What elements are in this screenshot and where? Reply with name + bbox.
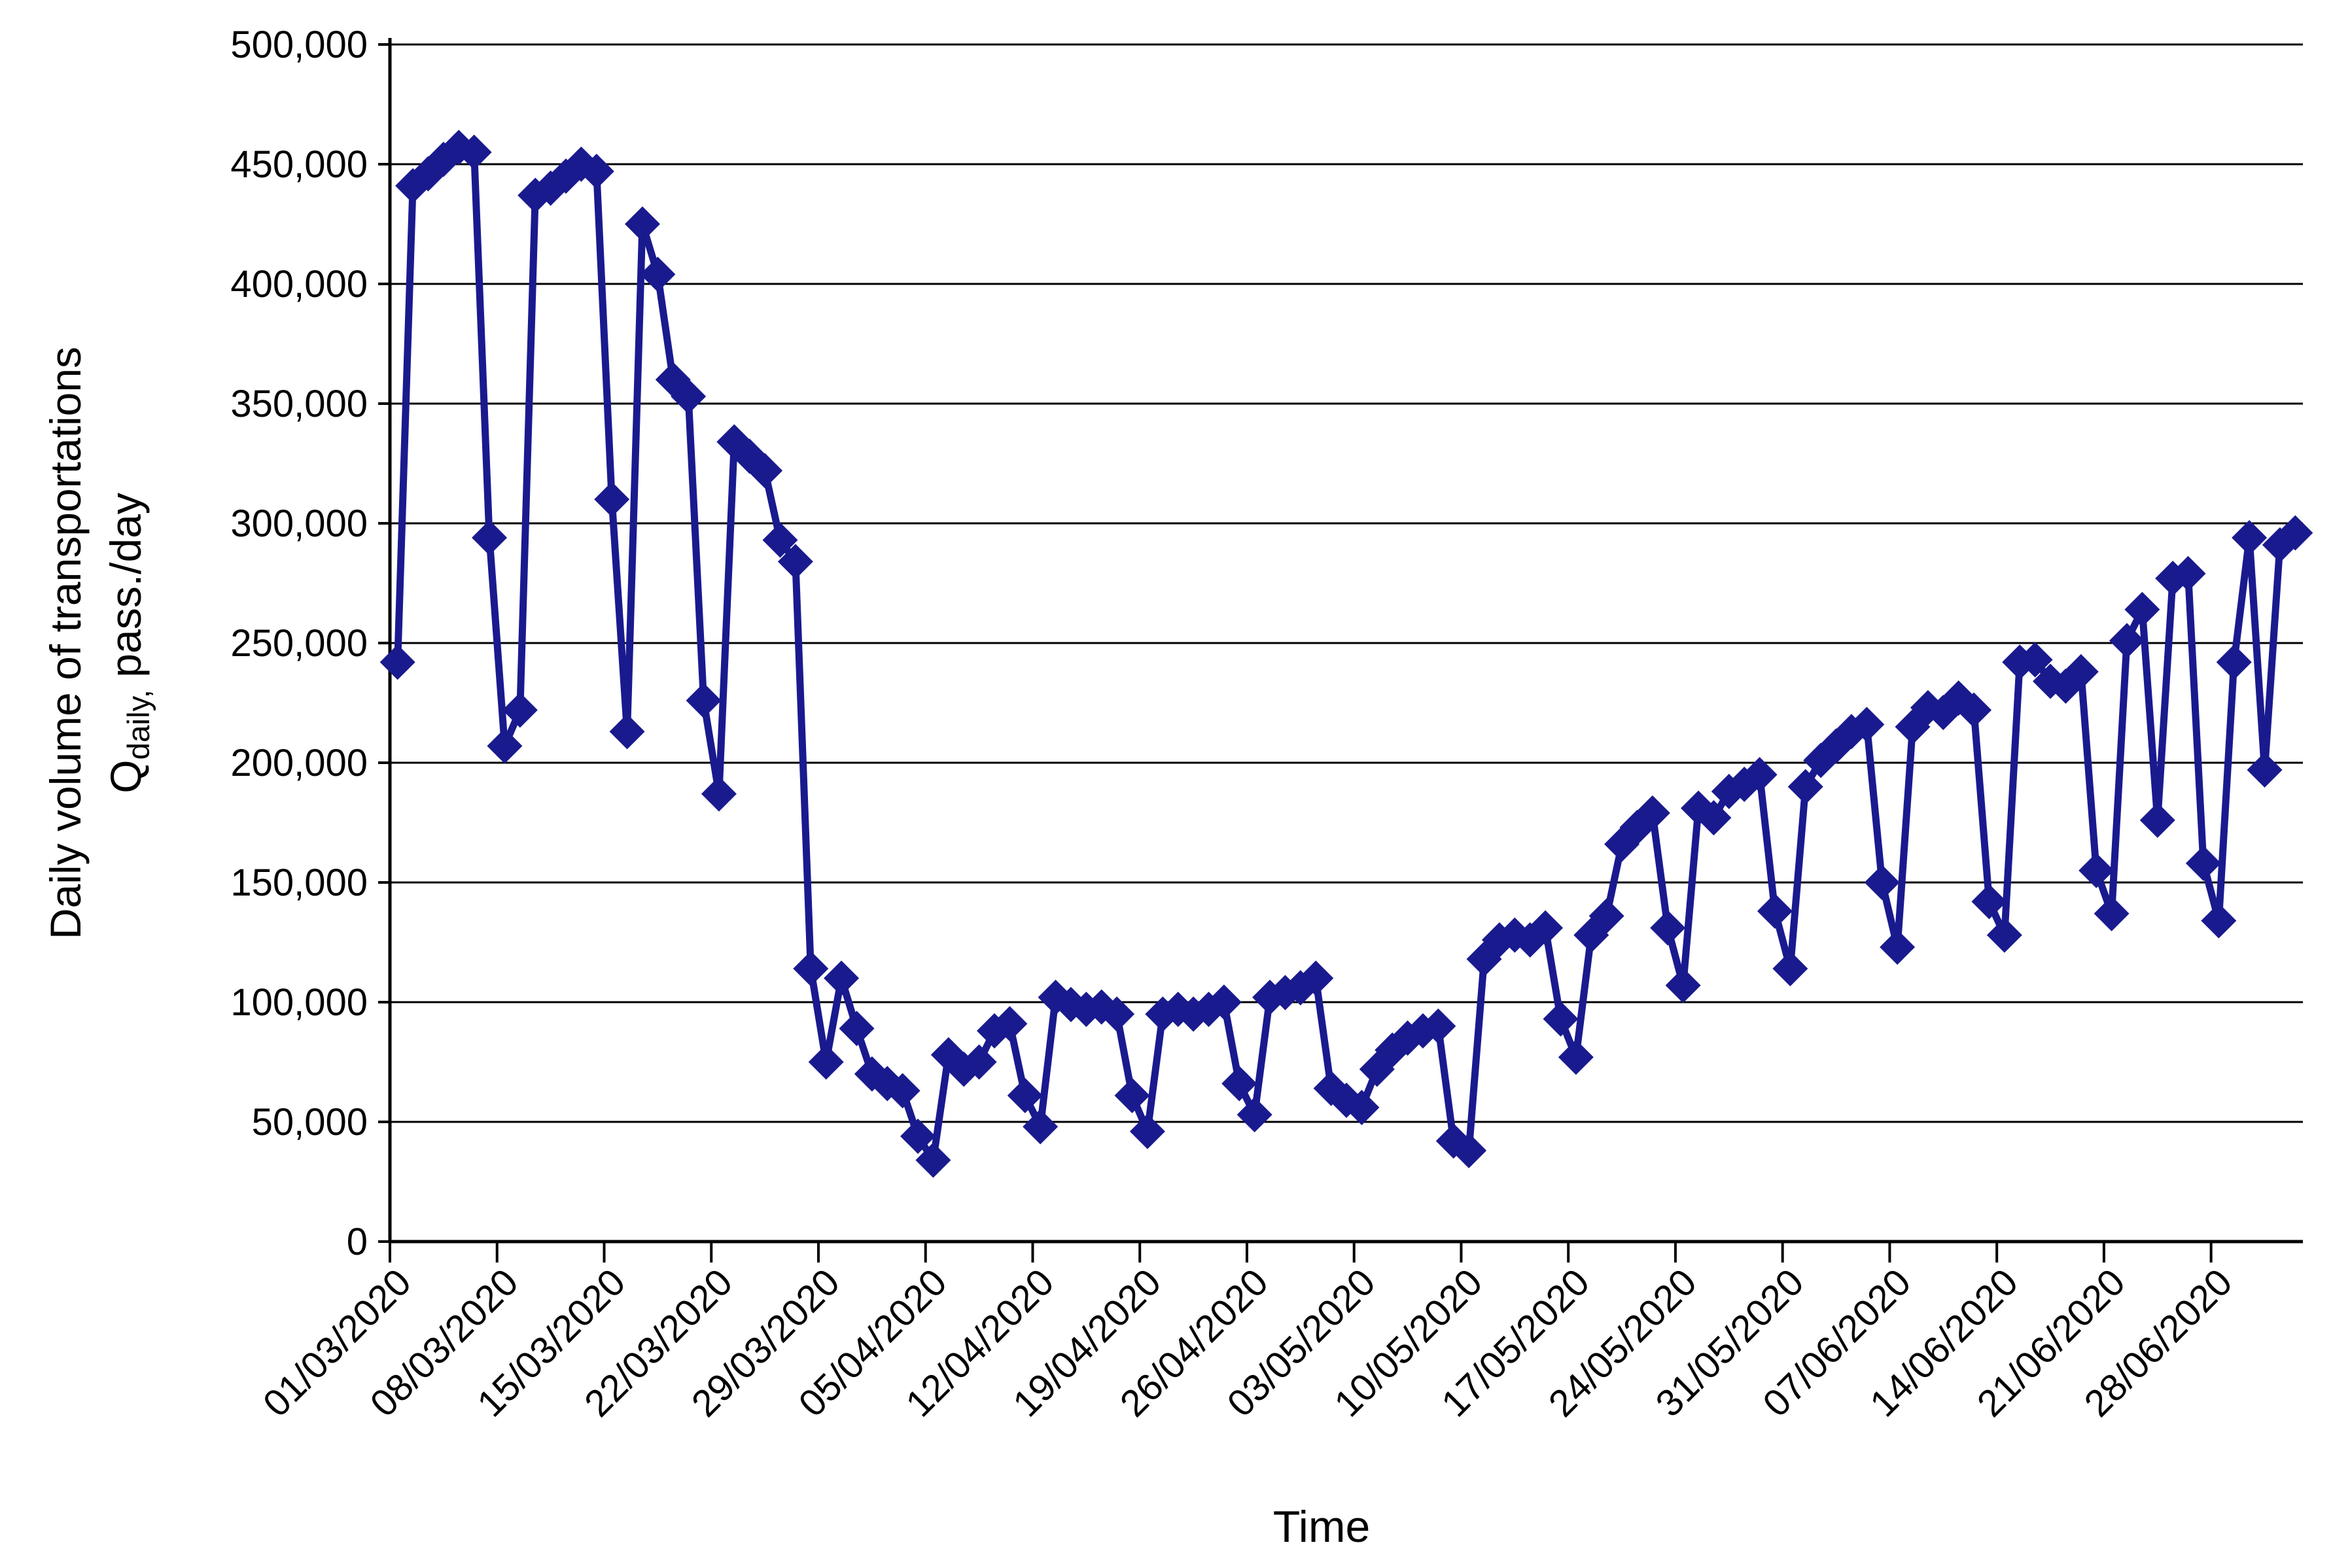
x-axis-title: Time <box>1272 1502 1371 1552</box>
data-point-marker <box>2232 519 2268 555</box>
data-point-marker <box>747 453 783 489</box>
data-point-marker <box>2109 623 2145 659</box>
data-point-marker <box>1880 929 1916 965</box>
y-axis-title: Daily volume of transportations Qdaily, … <box>35 347 161 939</box>
data-point-marker <box>900 1118 936 1154</box>
data-point-marker <box>1236 1097 1272 1133</box>
y-axis-title-line1: Daily volume of transportations <box>41 346 90 940</box>
data-point-marker <box>410 156 446 192</box>
data-point-marker <box>1757 893 1793 929</box>
data-point-marker <box>2094 896 2130 932</box>
y-tick-label: 500,000 <box>230 24 368 66</box>
data-point-marker <box>1451 1132 1487 1168</box>
data-point-marker <box>1114 1077 1150 1113</box>
data-point-marker <box>1634 795 1670 831</box>
data-point-marker <box>1696 800 1732 836</box>
data-point-marker <box>1787 769 1823 805</box>
y-tick-label: 50,000 <box>252 1101 368 1143</box>
data-point-marker <box>2185 845 2221 881</box>
data-point-marker <box>1129 1113 1165 1149</box>
y-tick-label: 100,000 <box>230 981 368 1024</box>
data-point-marker <box>609 714 645 750</box>
y-tick-label: 350,000 <box>230 383 368 425</box>
data-point-marker <box>793 950 829 986</box>
y-tick-label: 150,000 <box>230 862 368 904</box>
data-point-marker <box>456 134 492 170</box>
data-point-marker <box>472 519 508 555</box>
y-tick-label: 400,000 <box>230 263 368 305</box>
y-tick-label: 200,000 <box>230 742 368 784</box>
data-point-marker <box>2201 903 2237 939</box>
data-point-marker <box>808 1044 844 1080</box>
y-axis-title-line2: Qdaily, pass./day <box>101 493 157 793</box>
data-point-marker <box>1956 692 1992 728</box>
y-tick-label: 0 <box>347 1221 368 1263</box>
data-point-marker <box>2247 752 2283 788</box>
data-point-marker <box>1298 960 1334 996</box>
data-point-marker <box>502 692 538 728</box>
data-point-marker <box>1650 910 1686 946</box>
data-point-marker <box>824 960 860 996</box>
data-point-marker <box>1099 996 1135 1032</box>
data-point-marker <box>2216 644 2252 680</box>
data-point-marker <box>2139 802 2175 838</box>
data-point-marker <box>762 522 798 558</box>
data-point-marker <box>2017 642 2053 678</box>
data-point-marker <box>1206 984 1242 1020</box>
y-tick-label: 300,000 <box>230 502 368 545</box>
y-tick-label: 250,000 <box>230 622 368 665</box>
data-point-marker <box>701 776 737 812</box>
data-point-marker <box>885 1073 921 1109</box>
data-point-marker <box>671 379 707 415</box>
data-point-marker <box>487 728 523 764</box>
data-point-marker <box>1665 967 1701 1003</box>
y-axis-title-units: pass./day <box>101 493 150 690</box>
data-point-marker <box>1772 950 1808 986</box>
data-point-marker <box>1742 757 1778 793</box>
data-point-marker <box>578 153 614 189</box>
data-point-marker <box>1023 1109 1059 1145</box>
data-point-marker <box>2170 555 2206 591</box>
data-point-marker <box>961 1044 997 1080</box>
data-point-marker <box>640 256 676 292</box>
data-point-marker <box>1543 1001 1579 1037</box>
data-point-marker <box>2124 591 2160 627</box>
data-point-marker <box>992 1005 1028 1041</box>
data-point-marker <box>915 1142 951 1178</box>
data-point-marker <box>2063 653 2099 689</box>
data-point-marker <box>379 644 415 680</box>
data-point-marker <box>1420 1008 1456 1044</box>
data-point-marker <box>1971 884 2007 920</box>
data-point-marker <box>594 481 630 517</box>
y-tick-label: 450,000 <box>230 143 368 186</box>
data-point-marker <box>1864 865 1900 900</box>
data-point-marker <box>1528 910 1564 946</box>
data-point-marker <box>1849 706 1885 742</box>
data-point-marker <box>624 206 660 242</box>
data-point-marker <box>1007 1077 1043 1113</box>
data-point-marker <box>2277 515 2313 551</box>
data-point-marker <box>1588 898 1624 934</box>
data-point-marker <box>1558 1039 1594 1075</box>
data-point-marker <box>839 1011 875 1047</box>
data-point-marker <box>1986 917 2022 953</box>
data-point-marker <box>686 682 722 718</box>
data-point-marker <box>1221 1066 1257 1102</box>
data-point-marker <box>2078 852 2114 888</box>
y-axis-title-subscript: daily, <box>122 689 157 760</box>
data-point-marker <box>1344 1090 1380 1126</box>
data-point-marker <box>777 544 813 580</box>
